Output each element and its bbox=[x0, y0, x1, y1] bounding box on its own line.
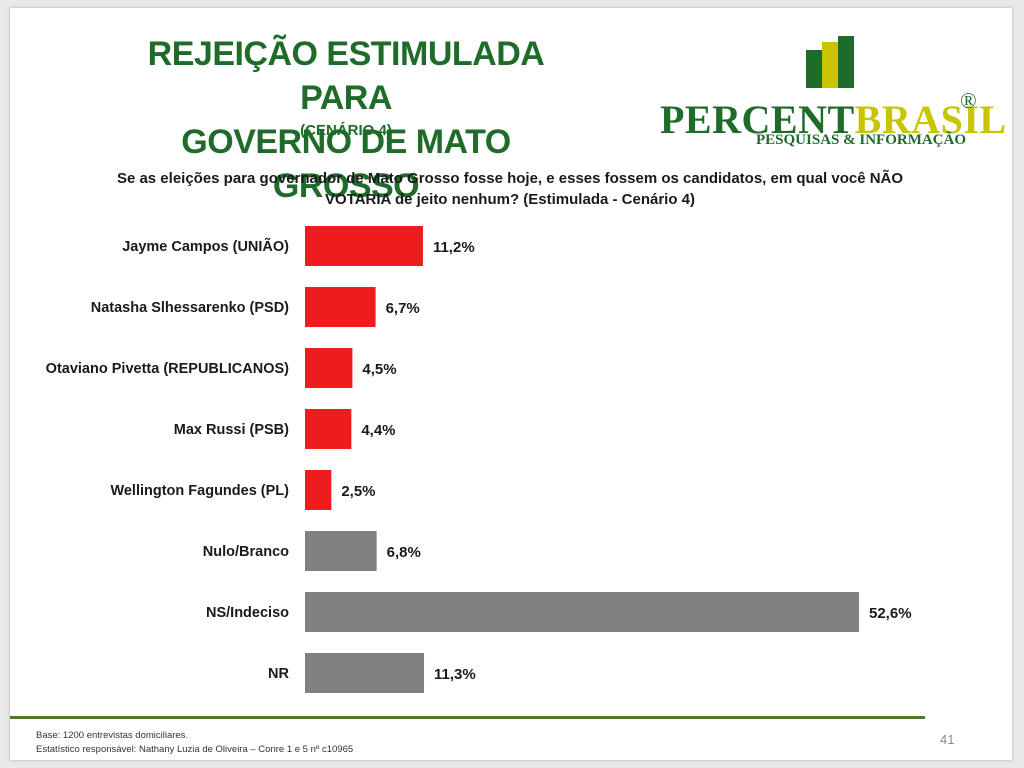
bar bbox=[305, 470, 332, 510]
survey-question: Se as eleições para governador de Mato G… bbox=[80, 168, 940, 210]
bar-value-label: 4,4% bbox=[361, 422, 395, 439]
logo-registered-mark: ® bbox=[960, 88, 977, 113]
bar bbox=[305, 287, 376, 327]
question-line-2: VOTARIA de jeito nenhum? (Estimulada - C… bbox=[324, 191, 696, 208]
bar bbox=[305, 348, 353, 388]
bar bbox=[305, 409, 352, 449]
rejection-bar-chart: Jayme Campos (UNIÃO) 11,2% Natasha Slhessa… bbox=[46, 226, 912, 693]
category-label: Jayme Campos (UNIÃO) bbox=[122, 237, 289, 255]
category-label: Nulo/Branco bbox=[203, 544, 289, 560]
bar-value-label: 11,2% bbox=[433, 239, 475, 256]
bar-value-label: 6,8% bbox=[387, 544, 421, 561]
bar-value-label: 4,5% bbox=[362, 361, 396, 378]
slide: REJEIÇÃO ESTIMULADA PARA GOVERNO DE MATO… bbox=[10, 8, 1012, 760]
bar bbox=[305, 653, 425, 693]
logo-wordmark: PERCENTBRASIL bbox=[660, 96, 1007, 143]
bar-value-label: 52,6% bbox=[869, 605, 912, 622]
title-line-1: REJEIÇÃO ESTIMULADA PARA bbox=[147, 35, 545, 117]
logo-flag-icon bbox=[806, 36, 854, 88]
category-label: NS/Indeciso bbox=[206, 605, 289, 621]
page-number: 41 bbox=[940, 732, 955, 747]
title-line-2: GOVERNO DE MATO GROSSO bbox=[181, 123, 511, 205]
logo-word-percent: PERCENT bbox=[660, 97, 855, 142]
category-label: Natasha Slhessarenko (PSD) bbox=[91, 300, 289, 316]
bar-value-label: 2,5% bbox=[341, 483, 375, 500]
bar-value-label: 11,3% bbox=[434, 666, 476, 683]
bar-value-label: 6,7% bbox=[386, 300, 420, 317]
category-label: NR bbox=[268, 666, 289, 682]
logo-word-brasil: BRASIL bbox=[854, 97, 1007, 142]
bar bbox=[305, 531, 377, 571]
footer-divider bbox=[10, 716, 925, 719]
page-subtitle: (CENÁRIO 4) bbox=[300, 122, 392, 139]
category-label: Wellington Fagundes (PL) bbox=[110, 483, 289, 499]
question-line-1: Se as eleições para governador de Mato G… bbox=[116, 170, 904, 187]
category-label: Max Russi (PSB) bbox=[174, 422, 289, 438]
footer-base: Base: 1200 entrevistas domiciliares. bbox=[36, 730, 189, 741]
logo-tagline: PESQUISAS & INFORMAÇÃO bbox=[756, 132, 967, 148]
footer-statistician: Estatístico responsável: Nathany Luzia d… bbox=[36, 744, 354, 755]
category-label: Otaviano Pivetta (REPUBLICANOS) bbox=[46, 361, 289, 377]
percentbrasil-logo: PERCENTBRASIL ® PESQUISAS & INFORMAÇÃO bbox=[658, 36, 1006, 166]
page-title: REJEIÇÃO ESTIMULADA PARA GOVERNO DE MATO… bbox=[106, 32, 586, 208]
bar bbox=[305, 226, 423, 266]
bar bbox=[305, 592, 859, 632]
